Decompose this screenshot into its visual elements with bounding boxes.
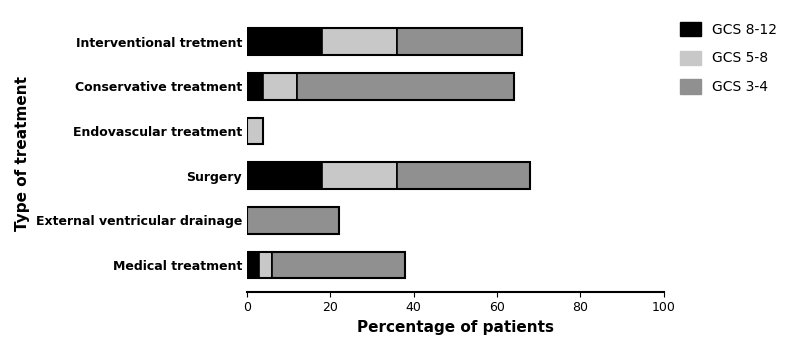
Bar <box>246 73 514 100</box>
Bar <box>246 28 522 55</box>
Bar <box>246 118 263 145</box>
Bar <box>246 28 322 55</box>
Bar <box>246 207 338 234</box>
Bar <box>397 28 522 55</box>
Bar <box>397 162 530 189</box>
X-axis label: Percentage of patients: Percentage of patients <box>357 320 554 335</box>
Bar <box>246 162 530 189</box>
Legend: GCS 8-12, GCS 5-8, GCS 3-4: GCS 8-12, GCS 5-8, GCS 3-4 <box>675 16 783 100</box>
Bar <box>322 28 397 55</box>
Bar <box>259 252 272 278</box>
Bar <box>246 118 263 145</box>
Bar <box>272 252 406 278</box>
Bar <box>246 162 322 189</box>
Bar <box>246 207 338 234</box>
Bar <box>297 73 514 100</box>
Bar <box>246 73 263 100</box>
Bar <box>246 252 406 278</box>
Bar <box>322 162 397 189</box>
Bar <box>246 252 259 278</box>
Bar <box>263 73 297 100</box>
Y-axis label: Type of treatment: Type of treatment <box>15 76 30 231</box>
